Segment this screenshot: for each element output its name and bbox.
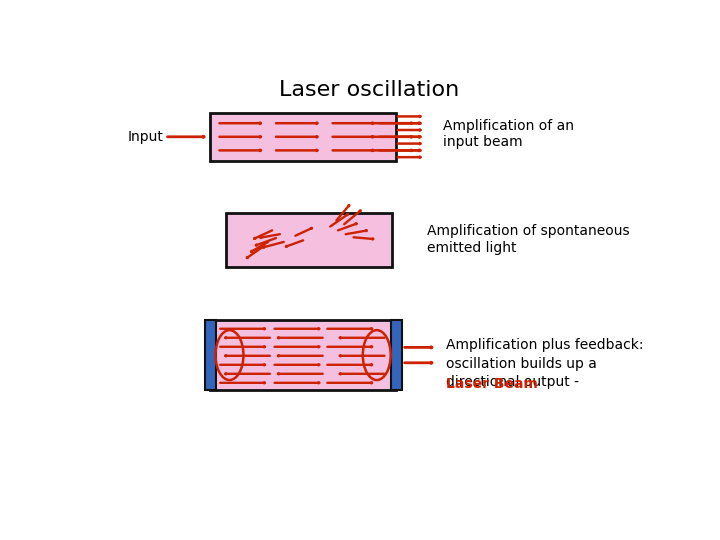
Text: Laser Beam: Laser Beam xyxy=(446,377,539,392)
Bar xyxy=(391,320,402,390)
Bar xyxy=(204,320,215,390)
Text: Amplification of spontaneous
emitted light: Amplification of spontaneous emitted lig… xyxy=(427,225,630,255)
Text: Amplification plus feedback:
oscillation builds up a
directional output -: Amplification plus feedback: oscillation… xyxy=(446,338,644,389)
Bar xyxy=(210,320,396,390)
Text: Laser oscillation: Laser oscillation xyxy=(279,80,459,100)
Bar xyxy=(210,112,396,161)
Text: Amplification of an
input beam: Amplification of an input beam xyxy=(443,119,574,149)
Text: Input: Input xyxy=(127,130,163,144)
Bar xyxy=(225,213,392,267)
